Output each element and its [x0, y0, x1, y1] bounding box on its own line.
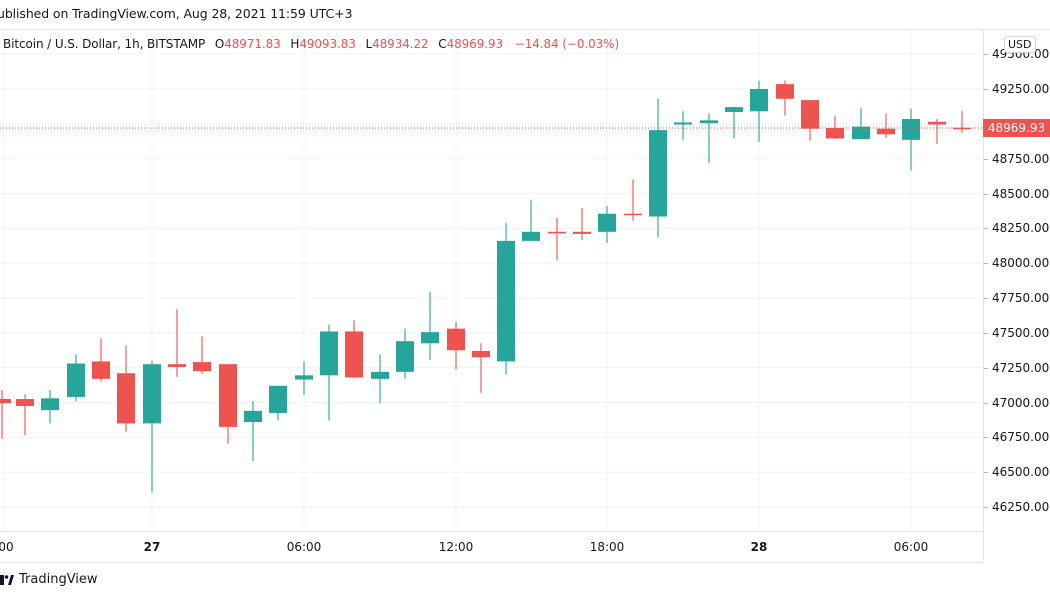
price-tick-mark [984, 158, 988, 160]
candle [598, 206, 616, 243]
close-label: C [438, 37, 447, 51]
currency-badge[interactable]: USD [1004, 36, 1036, 53]
candle [421, 291, 439, 361]
price-tick: 47500.00 [992, 325, 1050, 340]
brand-name: TradingView [19, 572, 98, 587]
low-value: 48934.22 [372, 37, 429, 51]
candle [953, 110, 971, 134]
frame-top-border [0, 29, 1050, 30]
candle [852, 107, 870, 140]
candle [320, 324, 338, 421]
symbol-label: Bitcoin / U.S. Dollar, 1h, BITSTAMP [3, 37, 206, 51]
candle [522, 199, 540, 241]
candle [447, 321, 465, 370]
price-tick: 47750.00 [992, 291, 1050, 305]
candle [928, 118, 946, 145]
candle [700, 113, 718, 163]
time-label: 28 [750, 540, 768, 554]
candle [371, 354, 389, 404]
price-tick-mark [984, 298, 988, 299]
price-tick-mark [984, 437, 988, 439]
candlestick-chart [0, 30, 983, 531]
candle [67, 354, 85, 402]
high-value: 49093.83 [299, 37, 356, 51]
candle [345, 320, 363, 379]
price-tick-mark [984, 332, 988, 334]
price-tick-mark [984, 193, 988, 195]
change-value: −14.84 (−0.03%) [514, 37, 620, 51]
price-tick: 46250.00 [992, 500, 1050, 514]
candle [295, 361, 313, 395]
close-value: 48969.93 [446, 37, 504, 51]
time-label: 27 [143, 540, 161, 554]
candle [117, 345, 135, 432]
candle [649, 98, 667, 238]
time-label: 06:00 [893, 540, 929, 554]
plot-area[interactable] [0, 30, 983, 531]
candle [497, 222, 515, 375]
candle [902, 108, 920, 171]
price-tick: 48000.00 [992, 256, 1050, 271]
candle [143, 360, 161, 493]
candle [776, 80, 794, 116]
low-label: L [365, 37, 373, 51]
price-tick: 48250.00 [992, 221, 1050, 236]
open-label: O [214, 37, 225, 51]
price-tick: 47000.00 [992, 395, 1050, 410]
published-note: ublished on TradingView.com, Aug 28, 202… [0, 6, 353, 21]
candle [168, 309, 186, 377]
open-value: 48971.83 [224, 37, 281, 51]
candle [396, 328, 414, 379]
price-tick-mark [984, 507, 988, 508]
candle [92, 338, 110, 382]
candle [269, 385, 287, 421]
candle [548, 217, 566, 261]
time-label: 18:00 [589, 540, 625, 554]
candle [573, 208, 591, 241]
candle [801, 100, 819, 141]
time-label: 12:00 [438, 540, 474, 554]
price-tick: 47250.00 [992, 360, 1050, 375]
candle [0, 389, 11, 439]
price-tick: 48750.00 [992, 151, 1050, 166]
high-label: H [290, 37, 300, 51]
price-tick-mark [984, 472, 988, 474]
price-axis[interactable]: 49500.0049250.0049000.0048750.0048500.00… [983, 30, 1050, 561]
candle [41, 389, 59, 424]
candle [16, 394, 34, 436]
candle [674, 111, 692, 140]
chart-legend: Bitcoin / U.S. Dollar, 1h, BITSTAMP O489… [3, 37, 619, 51]
time-axis[interactable]: :00 27 06:00 12:00 18:00 28 06:00 [0, 531, 983, 563]
price-tick: 48500.00 [992, 186, 1050, 201]
candle [472, 343, 490, 393]
price-tick-mark [984, 263, 988, 265]
candle [750, 80, 768, 142]
price-tick: 46750.00 [992, 430, 1050, 445]
time-label: :00 [0, 540, 14, 554]
price-tick-mark [984, 89, 988, 90]
price-tick: 46500.00 [992, 465, 1050, 480]
price-tick: 49250.00 [992, 82, 1050, 96]
candle [244, 401, 262, 462]
price-tick-mark [984, 228, 988, 230]
time-label: 06:00 [286, 540, 322, 554]
candle [219, 364, 237, 444]
price-tick-mark [984, 402, 988, 404]
candle [725, 106, 743, 139]
price-tick-mark [984, 54, 988, 56]
footer-brand[interactable]: TradingView [0, 572, 98, 587]
last-price-label: 48969.93 [983, 119, 1050, 138]
candle [193, 336, 211, 374]
candle [826, 115, 844, 140]
price-tick-mark [984, 367, 988, 369]
candle [624, 179, 642, 221]
tradingview-logo-icon [0, 574, 14, 585]
candle [877, 113, 895, 138]
